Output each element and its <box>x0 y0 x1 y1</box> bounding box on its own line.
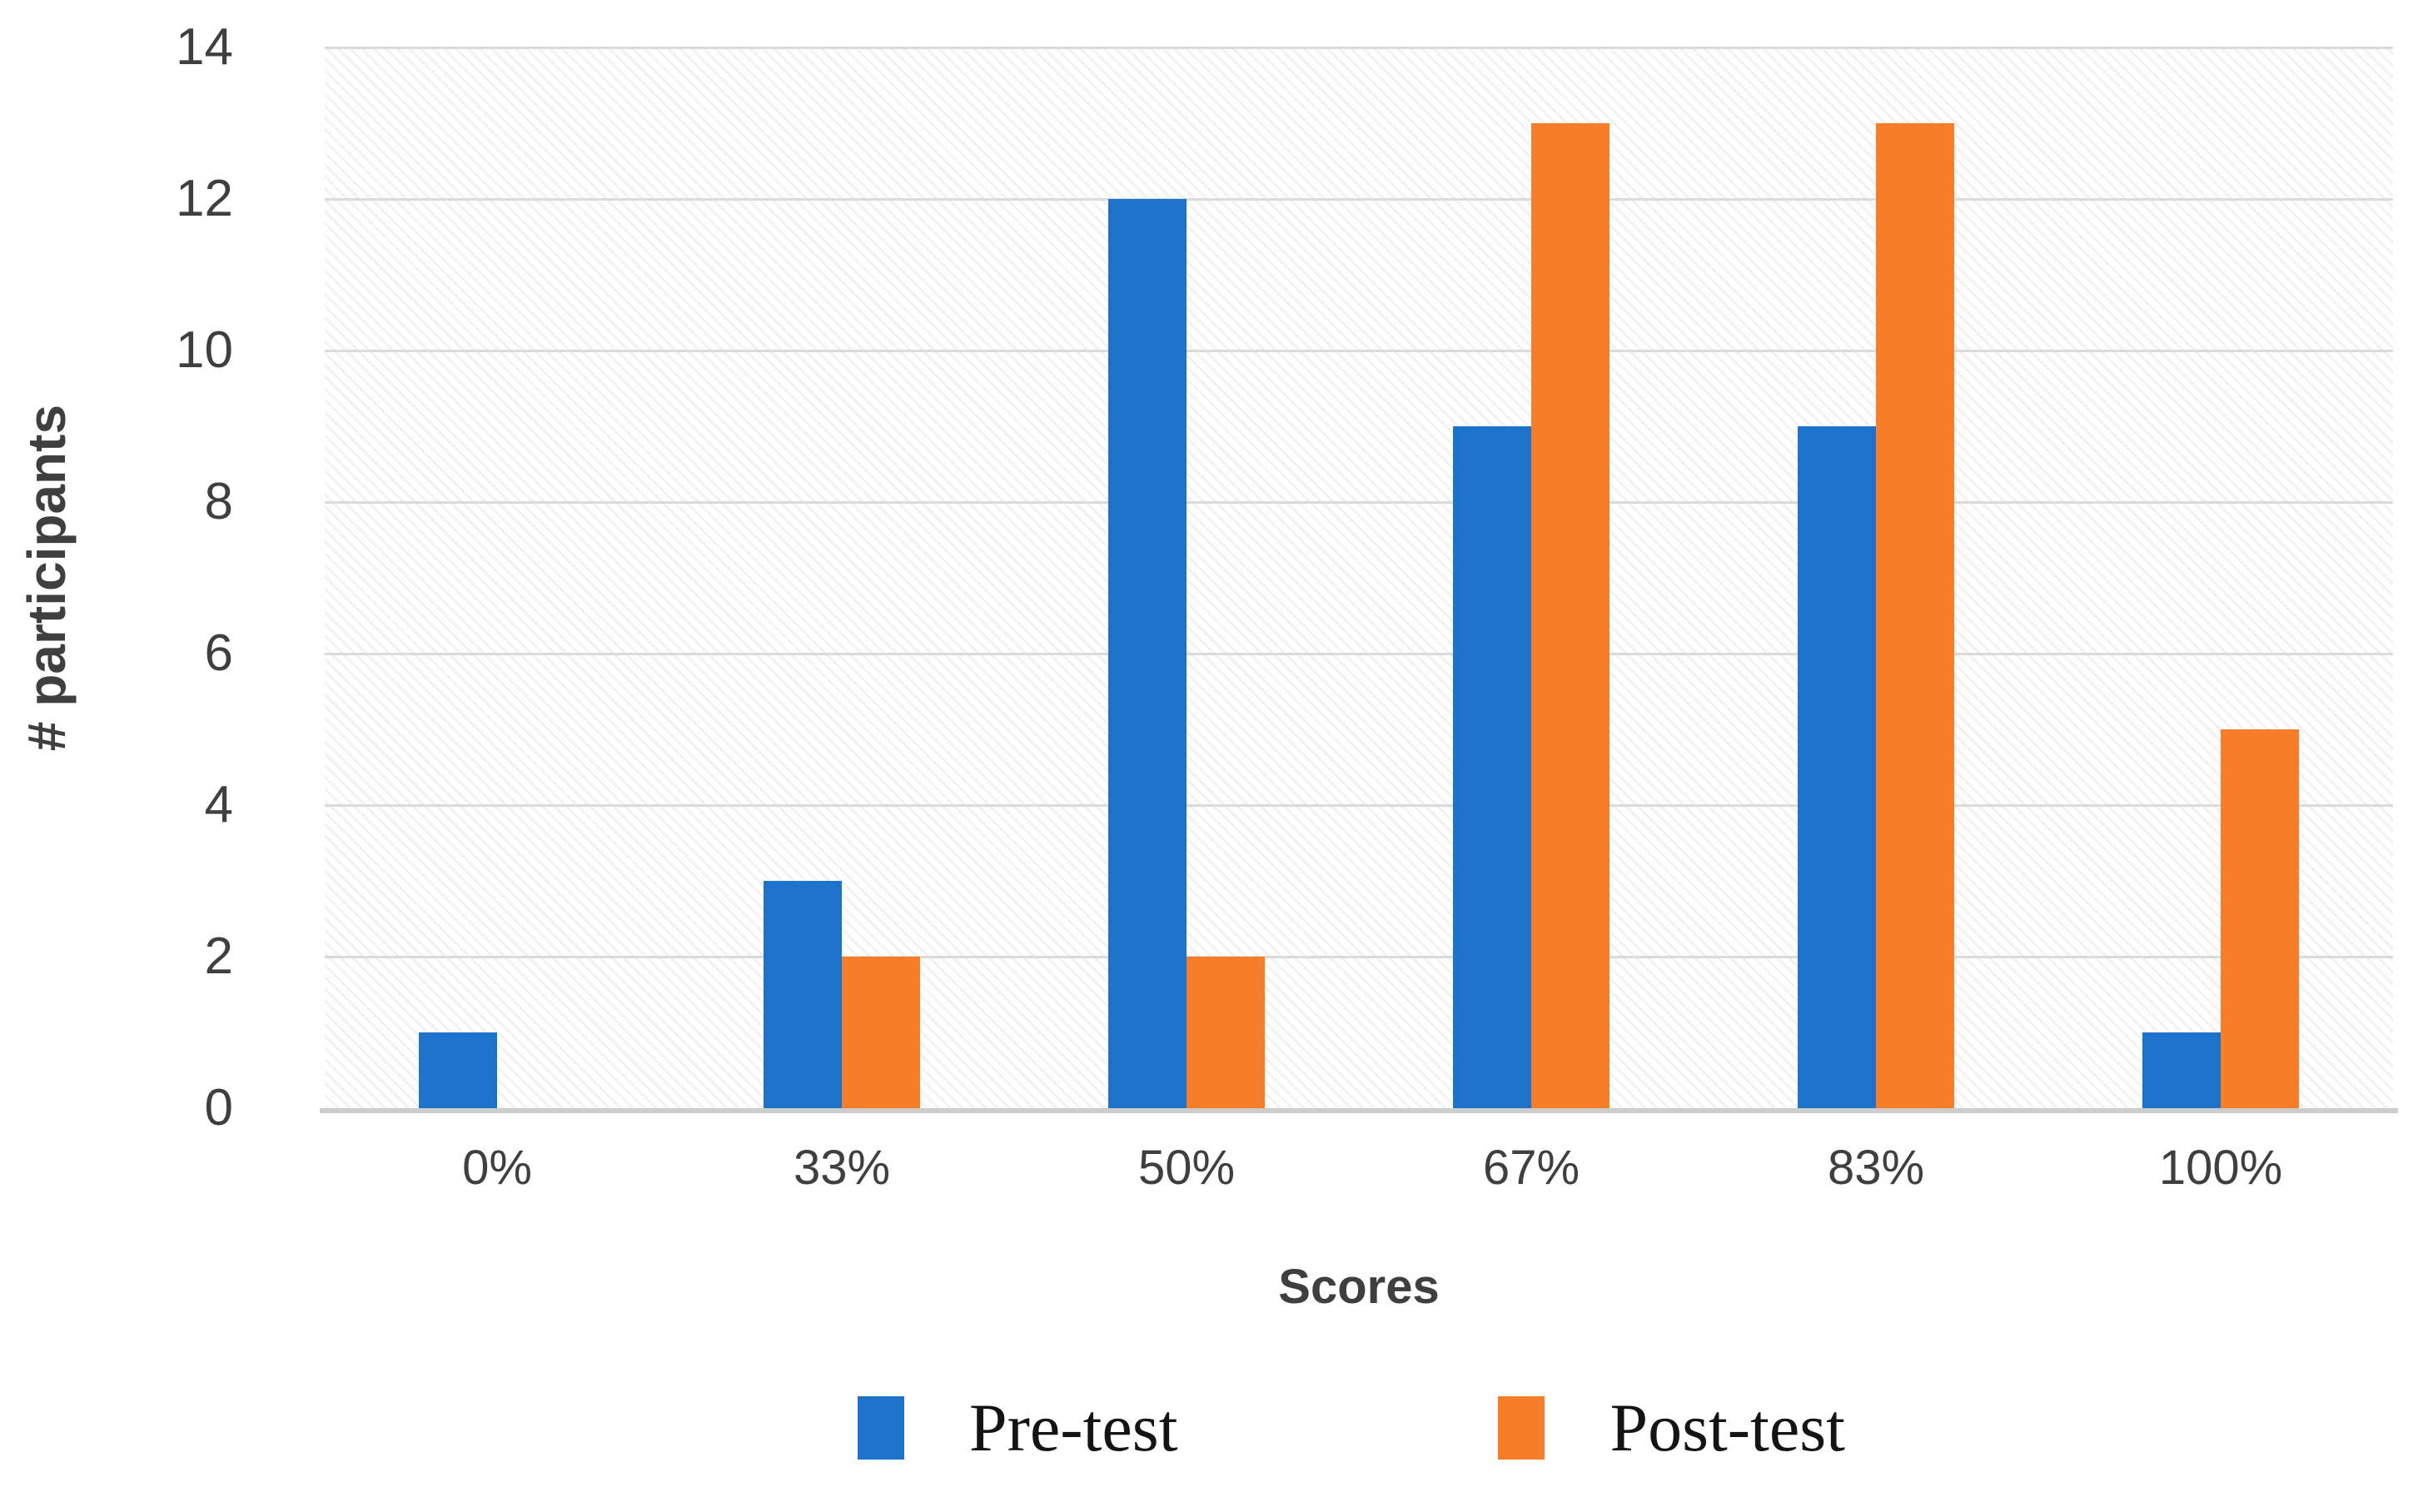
legend-item-post-test: Post-test <box>1498 1382 1845 1474</box>
gridline-y-14 <box>325 47 2393 49</box>
bar-pre-test-67pct <box>1453 426 1531 1108</box>
bar-post-test-83pct <box>1876 123 1954 1108</box>
plot-area <box>325 47 2393 1108</box>
x-tick-label-33pct: 33% <box>793 1141 891 1195</box>
x-axis-title: Scores <box>1278 1260 1440 1314</box>
x-tick-label-50pct: 50% <box>1137 1141 1236 1195</box>
gridline-y-4 <box>325 804 2393 807</box>
bar-pre-test-50pct <box>1108 199 1187 1108</box>
bar-pre-test-100pct <box>2142 1032 2221 1108</box>
bar-group-67pct <box>1359 47 1704 1108</box>
bar-group-83pct <box>1704 47 2048 1108</box>
y-tick-label-12: 12 <box>176 170 233 227</box>
legend-marker-pre-test <box>858 1396 904 1460</box>
bar-post-test-33pct <box>842 957 920 1108</box>
x-tick-label-0pct: 0% <box>462 1141 532 1195</box>
gridline-y-2 <box>325 956 2393 958</box>
bar-post-test-100pct <box>2221 729 2299 1108</box>
y-tick-label-14: 14 <box>176 18 233 76</box>
legend-marker-post-test <box>1498 1396 1545 1460</box>
bar-group-33pct <box>669 47 1014 1108</box>
y-tick-label-8: 8 <box>204 473 233 530</box>
y-tick-label-6: 6 <box>204 624 233 682</box>
gridline-y-6 <box>325 653 2393 655</box>
gridline-y-12 <box>325 198 2393 201</box>
bar-group-0pct <box>325 47 669 1108</box>
bar-pre-test-83pct <box>1798 426 1876 1108</box>
x-axis-line <box>320 1108 2398 1113</box>
bar-pre-test-0pct <box>419 1032 497 1108</box>
y-axis-tick-labels: 0 2 4 6 8 10 12 14 <box>0 18 276 1136</box>
x-tick-label-83pct: 83% <box>1827 1141 1925 1195</box>
bar-post-test-67pct <box>1531 123 1610 1108</box>
y-tick-label-4: 4 <box>204 776 233 833</box>
gridline-y-10 <box>325 350 2393 352</box>
x-axis-tick-labels: 0% 33% 50% 67% 83% 100% <box>325 1139 2393 1197</box>
y-tick-label-10: 10 <box>176 321 233 379</box>
bar-group-100pct <box>2048 47 2393 1108</box>
y-tick-label-2: 2 <box>204 928 233 985</box>
legend-label-post-test: Post-test <box>1610 1390 1845 1465</box>
legend-item-pre-test: Pre-test <box>858 1382 1177 1474</box>
legend: Pre-test Post-test <box>858 1382 1845 1474</box>
x-tick-label-67pct: 67% <box>1482 1141 1580 1195</box>
bar-pre-test-33pct <box>764 881 842 1108</box>
bar-group-50pct <box>1014 47 1359 1108</box>
bar-post-test-50pct <box>1187 957 1265 1108</box>
x-tick-label-100pct: 100% <box>2158 1141 2283 1195</box>
gridline-y-8 <box>325 501 2393 504</box>
y-tick-label-0: 0 <box>204 1079 233 1136</box>
legend-label-pre-test: Pre-test <box>969 1390 1178 1465</box>
